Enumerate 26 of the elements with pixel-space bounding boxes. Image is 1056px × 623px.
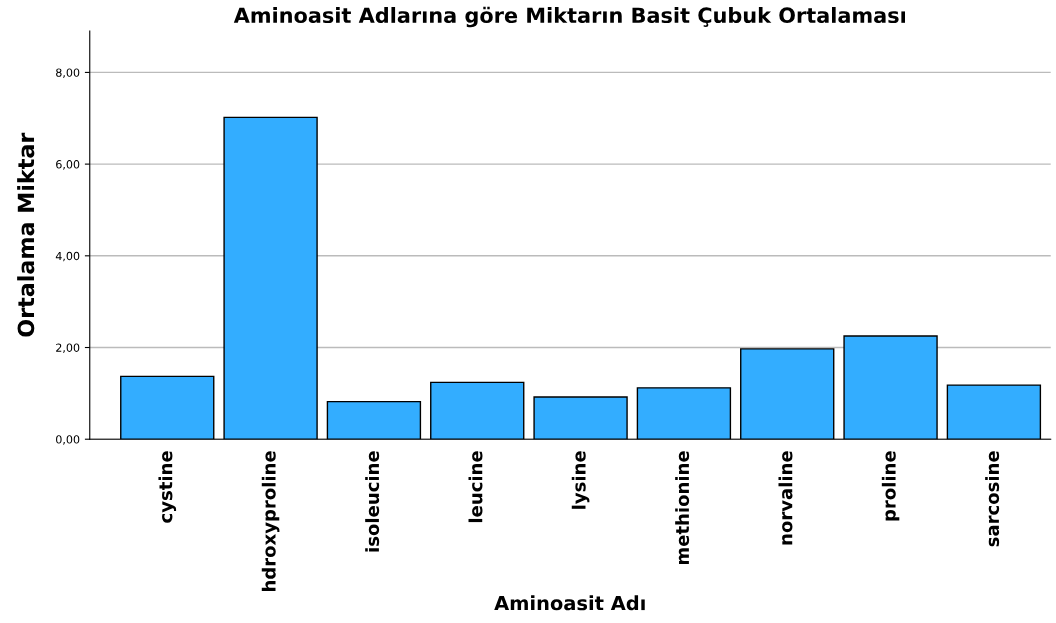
y-axis-title: Ortalama Miktar [17,132,35,337]
bar [120,375,215,440]
bar [843,335,938,440]
x-tick-label: isoleucine [365,451,380,552]
y-tick-label: 2,00 [56,343,80,354]
x-tick-label: leucine [468,451,483,523]
x-axis-title: Aminoasit Adı [494,595,645,611]
y-tick-label: 4,00 [55,251,80,262]
y-tick-label: 6,00 [56,160,80,170]
x-tick-label: proline [881,451,900,521]
x-tick-label: cystine [158,451,177,523]
bar [223,116,318,440]
x-tick-label: norvaline [778,451,793,545]
bar [946,384,1042,440]
bar [326,400,422,440]
chart-title: Aminoasit Adlarına göre Miktarın Basit Çubuk Ortalaması [233,6,905,28]
x-tick-label: methionine [675,451,690,565]
bar [430,381,525,440]
x-tick-label: hdroxyproline [261,451,280,592]
x-tick-label: lysine [571,451,590,509]
y-tick-label: 8,00 [56,68,80,78]
bar [636,387,732,440]
x-tick-label: sarcosine [985,451,1000,547]
y-tick-label: 0,00 [56,435,80,445]
bar [740,348,835,440]
bar [533,396,628,440]
